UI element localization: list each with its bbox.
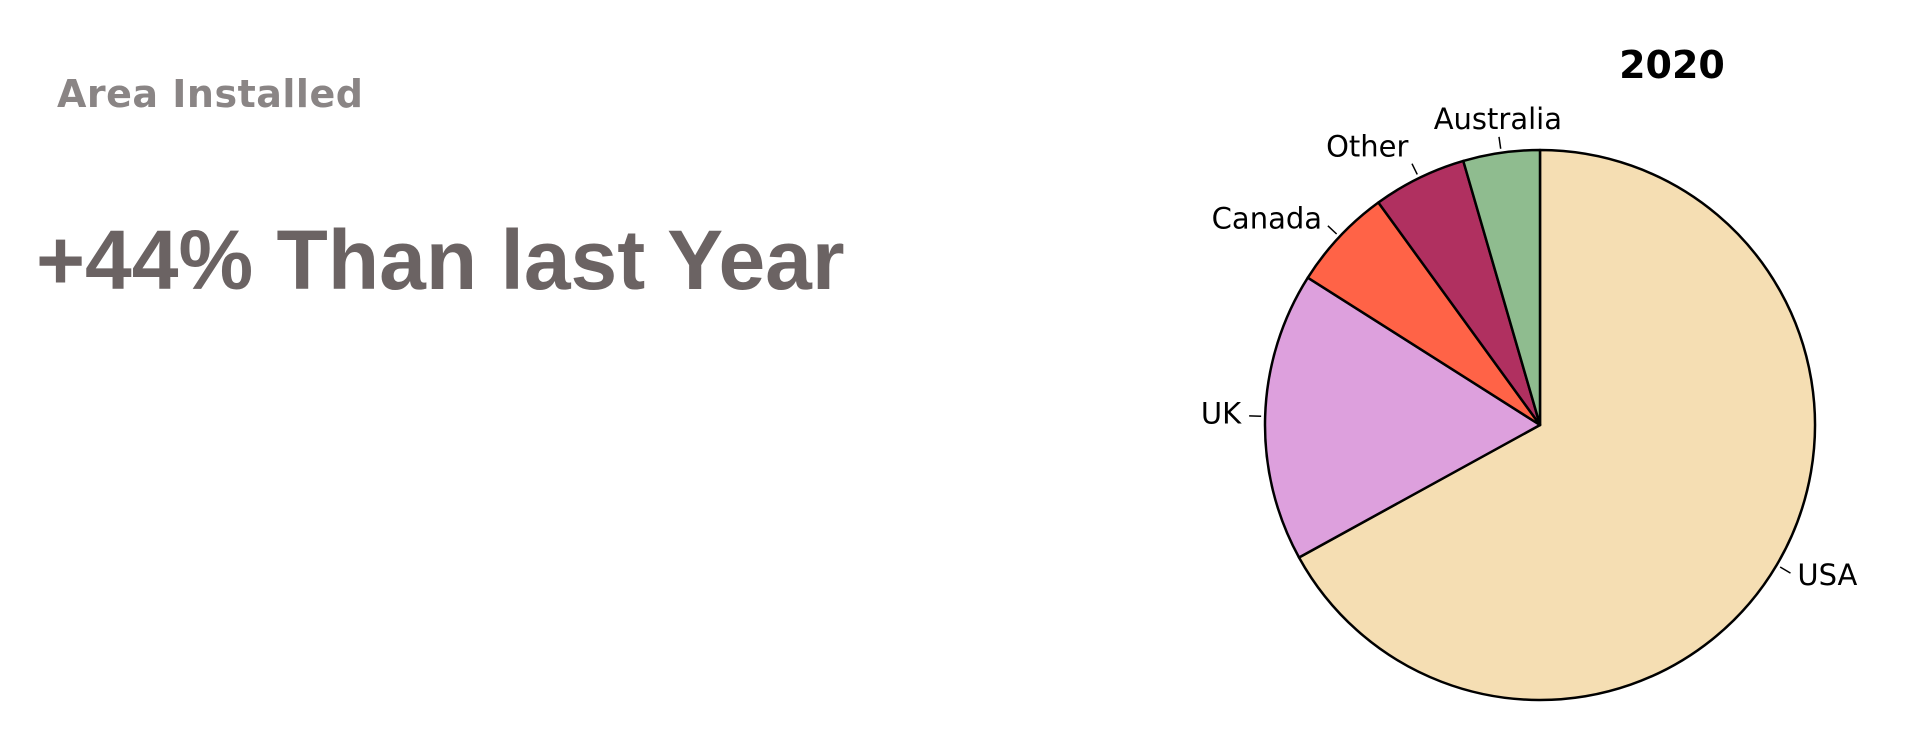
pie-slice-usa [1297,148,1817,702]
kpi-label: Area Installed [57,72,364,116]
slice-label-canada: Canada [1212,201,1322,235]
chart-title: 2020 [1619,43,1725,87]
slice-label-other: Other [1326,129,1408,163]
leader-line-australia [1498,136,1502,149]
slice-label-usa: USA [1797,558,1857,592]
pie-chart: 2020 USA UK Canada Other Australia [1201,43,1858,702]
kpi-value: +44% Than last Year [36,213,845,307]
pie-slice-australia [1462,148,1542,427]
leader-line-canada [1327,225,1338,235]
pie-slice-uk [1263,276,1542,559]
leader-line-other [1411,163,1418,175]
slice-label-australia: Australia [1434,102,1562,136]
pie-slices [1263,148,1817,702]
leader-line-usa [1779,566,1791,574]
slice-label-uk: UK [1201,397,1242,431]
pie-labels: USA UK Canada Other Australia [1201,102,1858,592]
